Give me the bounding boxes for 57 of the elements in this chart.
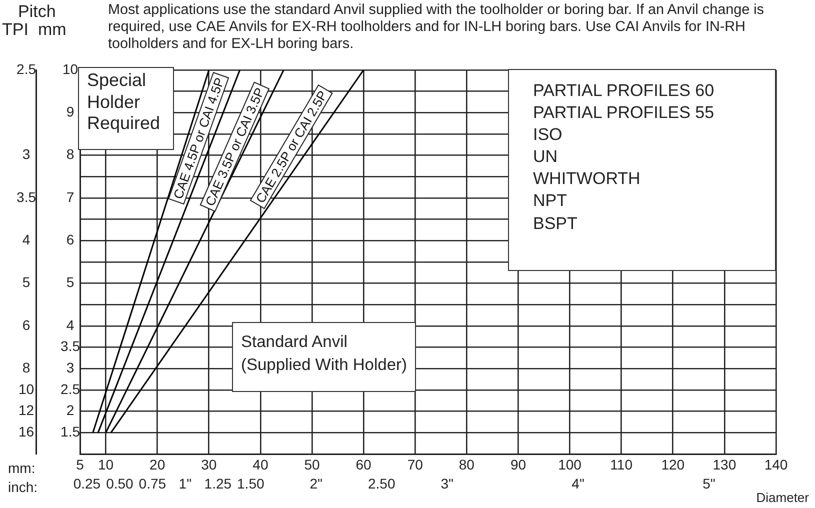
text-box: Special Holder Required xyxy=(78,67,174,150)
x-tick-label: 100 xyxy=(558,456,582,472)
category-label: 5 xyxy=(22,274,30,290)
x-tick-label: 20 xyxy=(150,456,166,472)
y-tick-label: 8 xyxy=(66,146,74,162)
text-box: PARTIAL PROFILES 60 PARTIAL PROFILES 55 ISO UN WHITWORTH NPT BSPT xyxy=(508,69,776,271)
y-tick-label: 9 xyxy=(66,104,74,120)
category-label: 2.5 xyxy=(16,60,36,77)
x-tick-label: 110 xyxy=(610,456,633,472)
x-tick-label: 40 xyxy=(252,456,268,472)
x-tick-label: 70 xyxy=(407,456,424,472)
category-label: 12 xyxy=(18,402,34,418)
category-label: 6 xyxy=(22,316,30,333)
x-tick-label: 90 xyxy=(510,456,526,472)
y-tick-label: 3.5 xyxy=(60,338,80,354)
x2-tick-label: 2" xyxy=(310,475,323,492)
category-label: 3 xyxy=(22,146,30,162)
x2-tick-label: 2.50 xyxy=(368,475,396,492)
text: mm: xyxy=(8,460,36,477)
category-label: 8 xyxy=(22,360,30,376)
x2-tick-label: 0.75 xyxy=(138,475,166,492)
x2-tick-label: 3" xyxy=(440,475,454,492)
x-tick-label: 120 xyxy=(661,456,685,472)
x-tick-label: 130 xyxy=(712,456,736,472)
y-tick-label: 1.5 xyxy=(60,424,80,440)
y-tick-label: 2.5 xyxy=(60,380,80,397)
y-axis-title: mm xyxy=(38,20,66,40)
category-label: 4 xyxy=(22,232,30,248)
x2-tick-label: 4" xyxy=(572,475,584,492)
x-axis-title: Diameter xyxy=(756,490,809,505)
y-tick-label: 5 xyxy=(66,274,74,290)
category-label: 16 xyxy=(18,424,34,440)
x2-tick-label: 1" xyxy=(178,475,192,492)
x-tick-label: 10 xyxy=(98,456,114,472)
y-tick-label: 3 xyxy=(66,360,74,376)
x2-tick-label: 5" xyxy=(702,475,716,492)
y-tick-label: 10 xyxy=(62,60,78,77)
category-label: 3.5 xyxy=(16,188,36,205)
y-tick-label: 6 xyxy=(66,232,74,248)
x-tick-label: 60 xyxy=(356,456,372,472)
x-tick-label: 30 xyxy=(201,456,217,472)
x2-tick-label: 0.25 xyxy=(73,475,101,492)
y-tick-label: 7 xyxy=(66,188,74,205)
chart-title: Most applications use the standard Anvil supplied with the toolholder or boring bar. If an Anvil change is required, use CAE Anvils for EX-RH toolholders and for IN-LH boring bars. Use CAI Anvils for IN-RH toolholders and for EX-LH boring bars. xyxy=(108,2,765,53)
x2-tick-label: 1.50 xyxy=(237,475,264,492)
x-tick-label: 50 xyxy=(304,456,320,472)
text: inch: xyxy=(8,479,38,496)
category-label: 10 xyxy=(18,380,34,397)
y2-axis-title: TPI xyxy=(2,20,28,40)
text: Pitch xyxy=(18,2,56,22)
x2-tick-label: 0.50 xyxy=(106,475,134,492)
x2-tick-label: 1.25 xyxy=(204,475,232,492)
y-tick-label: 4 xyxy=(66,316,74,333)
x-tick-label: 80 xyxy=(458,456,475,472)
x-tick-label: 140 xyxy=(764,456,788,472)
text-box: Standard Anvil (Supplied With Holder) xyxy=(232,322,416,392)
y-tick-label: 2 xyxy=(66,402,74,418)
